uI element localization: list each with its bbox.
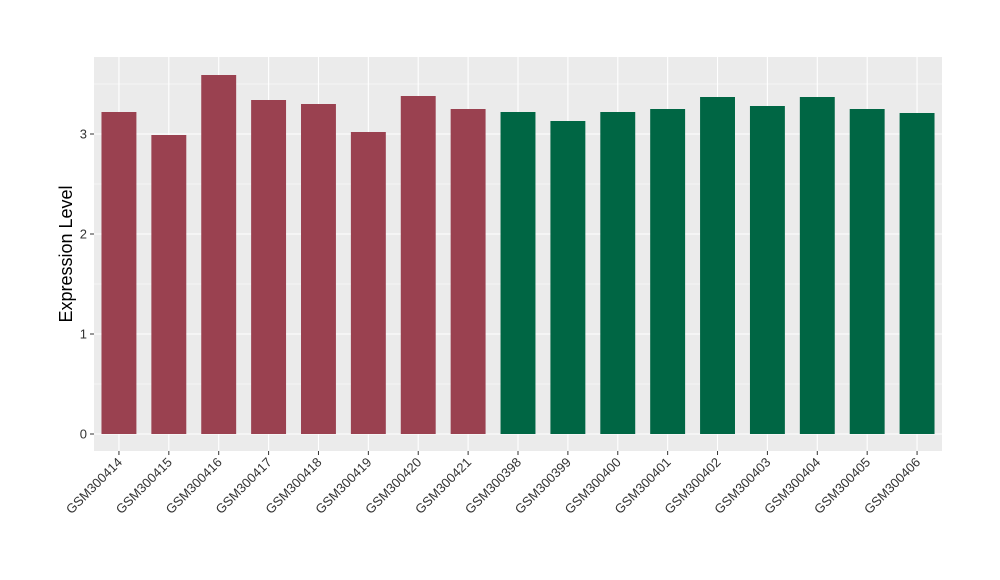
bar [799,97,835,434]
bar [600,112,636,434]
bar [550,121,586,434]
bar [650,109,686,434]
bar [749,106,785,434]
bar [700,97,735,434]
bar [201,75,237,434]
y-tick-label: 0 [80,427,87,442]
y-tick-label: 3 [80,127,87,142]
bar [301,104,336,434]
bar [400,96,436,434]
bar [899,113,935,434]
y-tick-label: 2 [80,227,87,242]
y-axis: 0 1 2 3 [80,127,94,442]
y-tick-label: 1 [80,327,87,342]
bar [101,112,137,434]
y-axis-title: Expression Level [56,185,76,322]
bar [251,100,287,434]
bar [500,112,536,434]
bar [350,132,386,434]
bars [101,75,935,434]
bar [849,109,885,434]
bar [151,135,187,434]
bar [450,109,486,434]
